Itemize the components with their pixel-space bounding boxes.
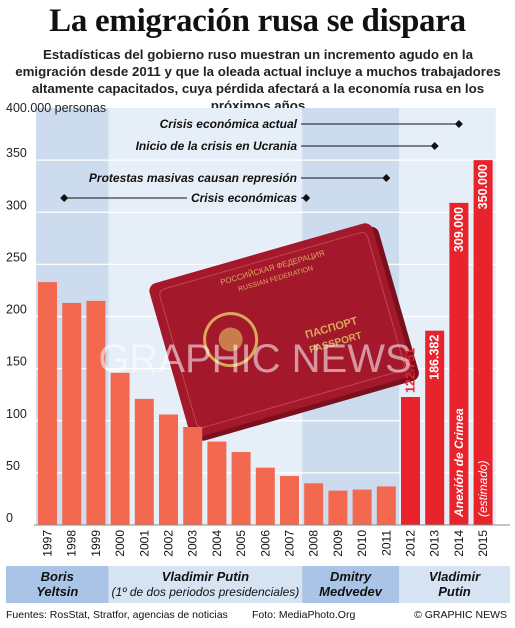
annotation-label: Inicio de la crisis en Ucrania <box>136 139 298 153</box>
y-tick-label: 250 <box>6 250 27 264</box>
era-label: Medvedev <box>319 584 383 599</box>
x-tick-label: 2008 <box>307 530 321 557</box>
annotation-marker <box>60 194 69 202</box>
annotation-marker <box>382 174 391 182</box>
x-axis: 1997 1998 1999 2000 2001 2002 2003 2004 2005 2006… <box>41 530 491 557</box>
x-tick-label: 2000 <box>113 530 127 557</box>
annotation-label: Protestas masivas causan represión <box>89 171 297 185</box>
era-label: (1º de dos periodos presidenciales) <box>111 585 299 599</box>
bar <box>62 302 82 525</box>
bar <box>352 489 372 525</box>
era-label: Boris <box>41 569 74 584</box>
bar <box>207 441 227 525</box>
bar <box>134 398 154 525</box>
x-tick-label: 1998 <box>65 530 79 557</box>
y-unit-label: 400.000 personas <box>6 101 106 115</box>
y-tick-label: 100 <box>6 407 27 421</box>
y-tick-label: 50 <box>6 459 20 473</box>
x-tick-label: 2007 <box>283 530 297 557</box>
footer-source: Fuentes: RosStat, Stratfor, agencias de … <box>6 609 228 621</box>
x-tick-label: 1997 <box>41 530 55 557</box>
bar <box>86 300 106 525</box>
era-box <box>302 566 399 603</box>
x-tick-label: 2006 <box>258 530 272 557</box>
era-box <box>108 566 303 603</box>
x-tick-label: 2009 <box>331 530 345 557</box>
bar-note: Anexión de Crimea <box>452 408 466 518</box>
era-label: Yeltsin <box>36 584 78 599</box>
graphic-news-watermark: GRAPHIC NEWS <box>98 337 411 381</box>
bar <box>255 467 275 525</box>
bar <box>231 452 251 525</box>
bar <box>425 330 445 525</box>
era-label: Putin <box>438 584 471 599</box>
annotation-label: Crisis económicas <box>191 191 297 205</box>
x-tick-label: 1999 <box>89 530 103 557</box>
x-tick-label: 2005 <box>234 530 248 557</box>
era-box <box>399 566 510 603</box>
era-label: Vladimir Putin <box>162 569 249 584</box>
chart-subtitle: Estadísticas del gobierno ruso muestran … <box>15 47 501 113</box>
y-tick-label: 350 <box>6 146 27 160</box>
x-tick-label: 2001 <box>137 530 151 557</box>
y-tick-label: 150 <box>6 355 27 369</box>
x-tick-label: 2014 <box>452 530 466 557</box>
x-tick-label: 2013 <box>428 530 442 557</box>
bars <box>38 160 493 525</box>
bar <box>110 372 130 525</box>
annotation-marker <box>430 142 439 150</box>
chart-title: La emigración rusa se dispara <box>49 3 466 39</box>
y-tick-label: 0 <box>6 511 13 525</box>
x-tick-label: 2004 <box>210 530 224 557</box>
y-tick-label: 200 <box>6 303 27 317</box>
bar-notes: Anexión de Crimea (estimado) <box>452 408 490 518</box>
bar <box>376 486 396 525</box>
era-label: Vladimir <box>429 569 481 584</box>
y-tick-label: 300 <box>6 198 27 212</box>
bar <box>473 160 493 525</box>
footer-photo-credit: Foto: MediaPhoto.Org <box>252 609 356 621</box>
x-tick-label: 2003 <box>186 530 200 557</box>
bar <box>38 282 57 525</box>
annotation-marker <box>454 120 463 128</box>
bar-note: (estimado) <box>476 460 490 517</box>
x-tick-label: 2015 <box>476 530 490 557</box>
value-label: 350.000 <box>476 164 490 209</box>
era-box <box>6 566 109 603</box>
value-labels: 122.751 186.382 309.000 350.000 <box>404 164 491 393</box>
bar <box>449 202 469 525</box>
annotations: Crisis económica actual Inicio de la cris… <box>60 117 463 205</box>
bar <box>401 397 420 525</box>
value-label: 122.751 <box>404 348 418 393</box>
x-tick-label: 2011 <box>379 530 393 556</box>
bar <box>304 483 324 525</box>
value-label: 186.382 <box>428 335 442 380</box>
x-tick-label: 2012 <box>404 530 418 557</box>
annotation-label: Crisis económica actual <box>160 117 298 131</box>
annotation-marker <box>302 194 311 202</box>
footer-copyright: © GRAPHIC NEWS <box>414 609 507 621</box>
x-tick-label: 2002 <box>162 530 176 557</box>
x-tick-label: 2010 <box>355 530 369 557</box>
bar <box>328 490 348 525</box>
bar <box>280 476 299 525</box>
y-axis: 0 50 100 150 200 250 300 350 400.000 personas <box>6 101 510 526</box>
era-label: Dmitry <box>330 569 372 584</box>
value-label: 309.000 <box>452 207 466 252</box>
passport-photo: РОССИЙСКАЯ ФЕДЕРАЦИЯ RUSSIAN FEDERATION … <box>149 223 419 441</box>
bar <box>159 414 178 525</box>
bar <box>183 427 203 525</box>
